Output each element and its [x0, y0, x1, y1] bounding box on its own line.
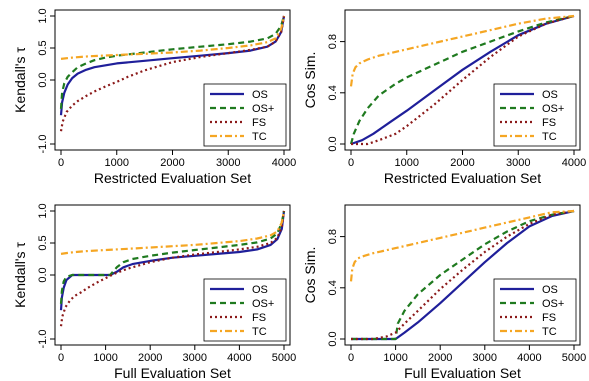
y-tick-label: 0.0 — [37, 267, 49, 282]
y-tick-label: 0.4 — [327, 85, 339, 100]
series-group — [59, 15, 286, 132]
x-tick-label: 4000 — [562, 157, 586, 169]
y-axis-label: Cos Sim. — [302, 247, 318, 304]
chart-panel-1: 0 1000 2000 3000 4000 -1.0 0.0 0.5 1.0 Restricted… — [12, 8, 296, 186]
legend-label: FS — [252, 312, 266, 324]
y-tick-label: 0.5 — [37, 235, 49, 250]
y-tick-label: 0.0 — [327, 136, 339, 151]
x-tick-label: 1000 — [105, 157, 129, 169]
x-tick-label: 4000 — [517, 352, 541, 364]
x-tick-label: 3000 — [183, 352, 207, 364]
legend-label: TC — [542, 326, 557, 338]
series-line-os-plus — [59, 15, 286, 109]
y-tick-label: 0.0 — [327, 331, 339, 346]
y-tick-label: -1.0 — [37, 330, 49, 349]
x-tick-label: 2000 — [160, 157, 184, 169]
chart-panel-2: 0 1000 2000 3000 4000 0.0 0.4 0.8 Restricted Eva… — [302, 9, 586, 186]
y-tick-label: 0.4 — [327, 280, 339, 295]
x-axis-label: Full Evaluation Set — [114, 365, 231, 381]
series-line-os — [59, 15, 286, 116]
x-tick-label: 1000 — [395, 157, 419, 169]
legend-label: OS+ — [542, 103, 564, 115]
y-tick-label: 1.0 — [37, 8, 49, 23]
legend-label: OS+ — [252, 298, 274, 310]
x-axis-label: Restricted Evaluation Set — [384, 170, 541, 186]
x-tick-label: 2000 — [138, 352, 162, 364]
x-tick-label: 3000 — [216, 157, 240, 169]
x-tick-label: 0 — [348, 352, 354, 364]
legend-label: TC — [252, 131, 267, 143]
x-tick-label: 2000 — [450, 157, 474, 169]
series-line-os — [59, 210, 286, 311]
series-group — [349, 209, 575, 341]
legend-label: OS+ — [252, 103, 274, 115]
x-tick-label: 0 — [58, 157, 64, 169]
chart-panel-4: 0 1000 2000 3000 4000 5000 0.0 0.4 0.8 Full Evalu… — [302, 204, 586, 381]
legend-label: OS — [252, 284, 268, 296]
legend: OS OS+ FS TC — [493, 278, 577, 342]
series-line-tc — [60, 15, 286, 60]
legend-label: FS — [542, 117, 556, 129]
y-tick-label: 0.8 — [327, 229, 339, 244]
x-tick-label: 4000 — [227, 352, 251, 364]
legend-label: TC — [542, 131, 557, 143]
series-line-tc — [60, 210, 286, 255]
series-group — [59, 210, 286, 327]
x-tick-label: 1000 — [93, 352, 117, 364]
legend: OS OS+ FS TC — [493, 83, 577, 147]
legend-label: OS+ — [542, 298, 564, 310]
x-tick-label: 1000 — [383, 352, 407, 364]
series-line-fs — [351, 14, 575, 146]
x-tick-label: 5000 — [272, 352, 296, 364]
x-tick-label: 5000 — [562, 352, 586, 364]
series-group — [349, 14, 575, 146]
x-tick-label: 0 — [348, 157, 354, 169]
legend-label: FS — [542, 312, 556, 324]
legend-label: OS — [252, 89, 268, 101]
x-tick-label: 3000 — [506, 157, 530, 169]
plot-frame — [344, 204, 581, 346]
y-tick-label: 0.0 — [37, 72, 49, 87]
series-line-os — [351, 209, 575, 341]
series-line-tc — [349, 209, 575, 282]
series-line-os-plus — [349, 14, 575, 145]
legend: OS OS+ FS TC — [203, 83, 287, 147]
legend-label: OS — [542, 89, 558, 101]
y-axis-label: Kendall's τ — [12, 47, 28, 113]
series-line-tc — [349, 14, 575, 87]
legend-label: OS — [542, 284, 558, 296]
x-tick-label: 2000 — [428, 352, 452, 364]
legend-label: FS — [252, 117, 266, 129]
y-axis-label: Kendall's τ — [12, 242, 28, 308]
series-line-os — [350, 14, 575, 146]
x-axis-label: Restricted Evaluation Set — [94, 170, 251, 186]
legend: OS OS+ FS TC — [203, 278, 287, 342]
series-line-fs — [351, 209, 575, 341]
y-tick-label: 0.8 — [327, 34, 339, 49]
x-tick-label: 4000 — [272, 157, 296, 169]
y-tick-label: -1.0 — [37, 135, 49, 154]
series-line-fs — [59, 15, 286, 132]
x-tick-label: 0 — [58, 352, 64, 364]
x-axis-label: Full Evaluation Set — [404, 365, 521, 381]
legend-label: TC — [252, 326, 267, 338]
series-line-os-plus — [351, 209, 575, 341]
chart-panel-3: 0 1000 2000 3000 4000 5000 -1.0 0.0 0.5 1.0 Full E… — [12, 203, 296, 381]
y-tick-label: 0.5 — [37, 40, 49, 55]
y-tick-label: 1.0 — [37, 203, 49, 218]
x-tick-label: 3000 — [473, 352, 497, 364]
y-axis-label: Cos Sim. — [302, 52, 318, 109]
